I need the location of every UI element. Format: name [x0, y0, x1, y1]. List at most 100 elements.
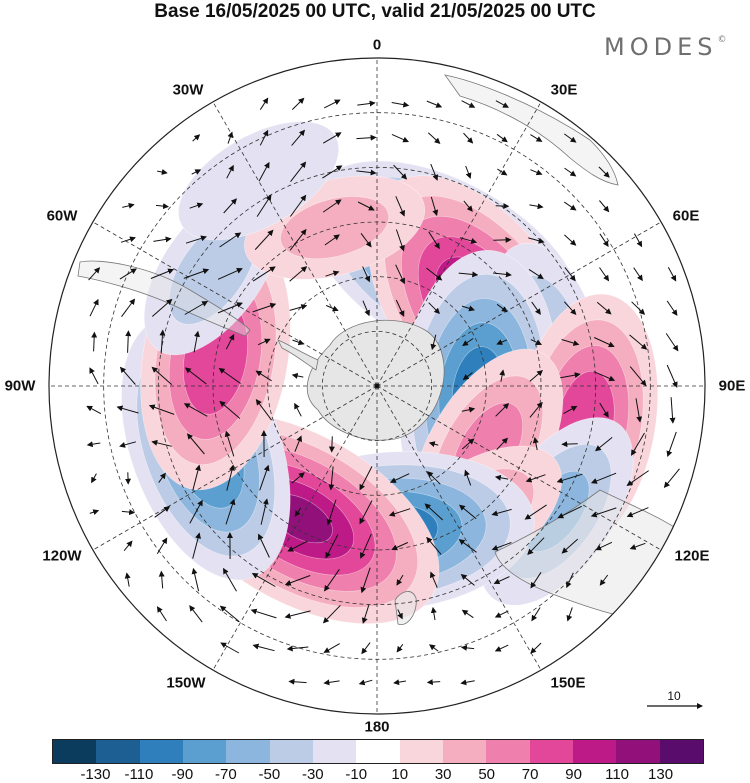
- wind-vector: [357, 100, 376, 107]
- wind-vector: [192, 464, 201, 491]
- wind-vector: [563, 405, 578, 415]
- wind-vector: [154, 506, 171, 518]
- modes-logo: MODES©: [604, 33, 726, 61]
- wind-vector: [458, 271, 479, 278]
- wind-vector: [291, 129, 306, 146]
- colorbar-tick-label: -90: [171, 766, 194, 783]
- wind-vector: [461, 305, 475, 312]
- wind-vector: [430, 163, 439, 181]
- wind-vector: [491, 542, 512, 551]
- wind-vector: [395, 264, 405, 285]
- lat-lon-grid: [49, 58, 705, 714]
- meridian-line: [376, 221, 662, 387]
- wind-vector: [192, 532, 201, 559]
- wind-vector: [459, 237, 478, 244]
- wind-vector: [324, 234, 340, 246]
- wind-vector: [290, 161, 307, 183]
- wind-vector: [359, 466, 373, 491]
- wind-vector: [395, 229, 405, 252]
- wind-vector: [496, 339, 508, 345]
- wind-vector: [255, 370, 272, 382]
- wind-vector: [599, 402, 609, 418]
- wind-vector: [666, 300, 678, 316]
- wind-vector: [497, 168, 508, 176]
- wind-vector: [150, 268, 175, 279]
- wind-vector: [426, 679, 441, 686]
- wind-vector: [252, 266, 276, 282]
- wind-vector: [428, 302, 441, 315]
- wind-vector: [626, 507, 649, 518]
- wind-vector: [564, 201, 577, 211]
- wind-vector: [590, 472, 617, 484]
- colorbar-tick-label: -110: [124, 766, 154, 783]
- colorbar-tick-label: -10: [345, 766, 368, 783]
- wind-vector: [91, 331, 98, 352]
- wind-vector: [191, 567, 200, 592]
- wind-vector: [494, 474, 509, 481]
- wind-vector: [393, 679, 406, 686]
- colorbar-tick-label: 10: [391, 766, 409, 783]
- wind-vector: [291, 372, 304, 379]
- wind-vector: [391, 101, 410, 108]
- wind-vector: [189, 605, 203, 623]
- longitude-label-60e: 60E: [672, 207, 700, 225]
- wind-vector: [157, 169, 168, 175]
- wind-vector: [258, 161, 270, 182]
- longitude-label-30e: 30E: [550, 81, 578, 99]
- colorbar-cell: [269, 740, 313, 763]
- latitude-circle: [212, 221, 542, 551]
- longitude-label-150w: 150W: [166, 674, 206, 692]
- wind-vector: [460, 644, 475, 651]
- wind-vector: [151, 366, 173, 385]
- wind-vector: [495, 100, 509, 108]
- wind-vector: [461, 100, 476, 108]
- wind-vector: [598, 166, 610, 178]
- wind-vector: [633, 233, 643, 248]
- wind-vector: [531, 301, 541, 315]
- wind-vector: [224, 430, 235, 457]
- wind-vector: [219, 605, 240, 623]
- wind-vector: [635, 398, 643, 423]
- wind-vector: [324, 569, 340, 592]
- wind-vector: [226, 464, 235, 491]
- wind-vector: [561, 339, 580, 346]
- wind-vector: [225, 498, 236, 525]
- wind-vector: [121, 509, 136, 516]
- wind-vector: [426, 536, 442, 555]
- wind-vector: [631, 301, 646, 315]
- wind-vector: [226, 164, 234, 179]
- pole-dot: [374, 383, 380, 389]
- wind-vector: [595, 437, 613, 452]
- longitude-label-120e: 120E: [674, 547, 710, 565]
- wind-vector: [564, 167, 577, 177]
- wind-vector: [156, 537, 168, 554]
- wind-vector: [155, 203, 169, 210]
- wind-vector: [357, 201, 375, 211]
- wind-vector: [530, 339, 543, 345]
- wind-vector: [120, 236, 136, 243]
- wind-vector: [629, 542, 646, 550]
- wind-vector: [666, 431, 677, 458]
- colorbar-cell: [616, 740, 660, 763]
- wind-vector: [184, 300, 209, 315]
- colorbar-tick-label: -70: [215, 766, 237, 783]
- wind-vector: [525, 474, 546, 483]
- wind-vector: [395, 299, 405, 317]
- longitude-label-0: 0: [372, 36, 382, 54]
- wind-vector: [362, 300, 370, 317]
- wind-vector: [531, 607, 541, 622]
- wind-vector: [527, 537, 545, 556]
- wind-vector: [389, 473, 410, 483]
- wind-vector: [663, 468, 680, 488]
- wind-vector: [396, 574, 404, 586]
- wind-vector: [491, 508, 512, 517]
- wind-vector: [328, 436, 335, 453]
- wind-vector: [256, 194, 272, 217]
- wind-vector: [629, 334, 648, 350]
- map-title: Base 16/05/2025 00 UTC, valid 21/05/2025…: [154, 1, 596, 22]
- wind-vector: [289, 194, 307, 217]
- wind-vector: [89, 298, 99, 317]
- wind-vector: [223, 198, 237, 214]
- wind-vector: [223, 567, 237, 592]
